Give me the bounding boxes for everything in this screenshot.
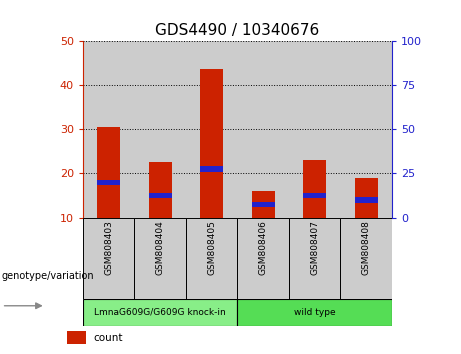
Text: GSM808406: GSM808406 bbox=[259, 220, 268, 275]
Bar bbox=[237, 41, 289, 218]
Bar bbox=[303, 160, 326, 218]
Bar bbox=[303, 193, 326, 198]
Title: GDS4490 / 10340676: GDS4490 / 10340676 bbox=[155, 23, 319, 38]
Bar bbox=[200, 69, 223, 218]
Bar bbox=[97, 180, 120, 185]
Bar bbox=[186, 41, 237, 218]
Bar bbox=[83, 218, 135, 299]
Text: GSM808408: GSM808408 bbox=[361, 220, 371, 275]
Bar bbox=[83, 41, 135, 218]
Bar bbox=[135, 41, 186, 218]
Bar bbox=[252, 191, 275, 218]
Bar bbox=[83, 299, 237, 326]
Text: GSM808403: GSM808403 bbox=[104, 220, 113, 275]
Bar bbox=[148, 162, 172, 218]
Bar bbox=[355, 198, 378, 202]
Bar bbox=[340, 218, 392, 299]
Text: genotype/variation: genotype/variation bbox=[2, 271, 95, 281]
Text: GSM808407: GSM808407 bbox=[310, 220, 319, 275]
Text: GSM808405: GSM808405 bbox=[207, 220, 216, 275]
Bar bbox=[97, 127, 120, 218]
Text: GSM808404: GSM808404 bbox=[156, 220, 165, 275]
Bar bbox=[135, 218, 186, 299]
Bar bbox=[289, 41, 340, 218]
Bar bbox=[148, 193, 172, 198]
Bar bbox=[355, 178, 378, 218]
Bar bbox=[289, 218, 340, 299]
Text: count: count bbox=[93, 333, 123, 343]
Bar bbox=[200, 166, 223, 172]
Bar bbox=[237, 299, 392, 326]
Bar bbox=[252, 202, 275, 207]
Bar bbox=[186, 218, 237, 299]
Bar bbox=[237, 218, 289, 299]
Text: LmnaG609G/G609G knock-in: LmnaG609G/G609G knock-in bbox=[95, 308, 226, 317]
Bar bbox=[66, 331, 87, 344]
Text: wild type: wild type bbox=[294, 308, 336, 317]
Bar bbox=[340, 41, 392, 218]
